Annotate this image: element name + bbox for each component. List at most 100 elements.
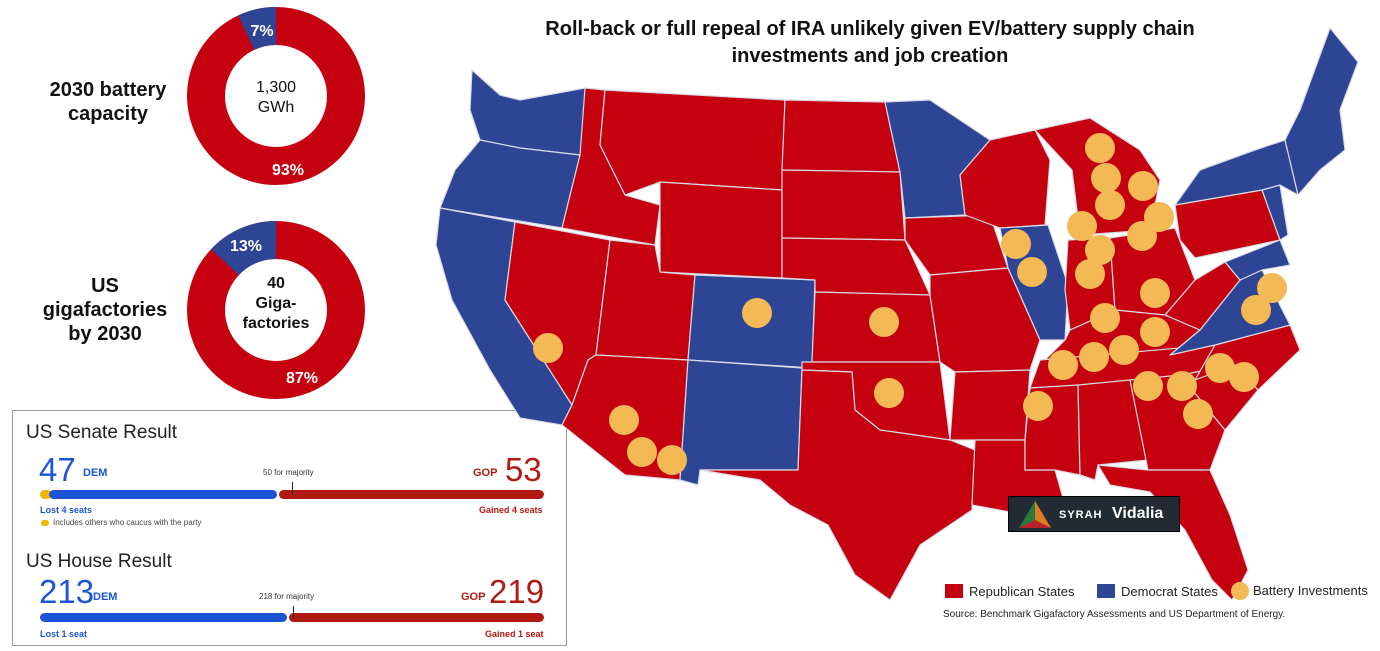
battery-investment-dot (1140, 317, 1170, 347)
donut-gigafactory-line-1: US (91, 275, 119, 297)
senate-gop-note: Gained 4 seats (479, 505, 543, 515)
house-majority-label: 218 for majority (259, 592, 315, 601)
state-maryland (1224, 239, 1291, 281)
donut-center-line-3: factories (243, 315, 310, 332)
battery-investment-dot (1127, 221, 1157, 251)
senate-dem-tag: DEM (83, 467, 108, 479)
battery-investment-dot (742, 298, 772, 328)
syrah-logo-icon (1019, 501, 1051, 528)
donut-gop-pct: 93% (272, 162, 304, 179)
senate-title: US Senate Result (26, 422, 178, 443)
battery-investment-dot (1085, 235, 1115, 265)
battery-investment-dot (1167, 371, 1197, 401)
house-gop-bar (288, 613, 544, 622)
house-dem-tag: DEM (93, 591, 118, 603)
legend-republican-swatch (945, 584, 963, 598)
caucus-legend-dot (41, 520, 49, 526)
battery-investment-dot (1257, 273, 1287, 303)
senate-majority-label: 50 for majority (263, 468, 314, 477)
legend-battery-label: Battery Investments (1253, 583, 1368, 598)
house-dem-bar (40, 613, 287, 622)
battery-investment-dot (1140, 278, 1170, 308)
house-title: US House Result (26, 551, 172, 572)
senate-gop-count: 53 (505, 451, 542, 488)
senate-gop-bar (278, 490, 544, 499)
state-wyoming (659, 181, 783, 279)
battery-investment-dot (869, 307, 899, 337)
battery-investment-dot (1205, 353, 1235, 383)
legend-democrat-swatch (1097, 584, 1115, 598)
donut-dem-pct: 7% (250, 23, 273, 40)
battery-investment-dot (627, 437, 657, 467)
battery-investment-dot (1091, 163, 1121, 193)
battery-capacity-donut: 1,300 GWh 7% 93% (187, 7, 365, 185)
donut-gop-pct: 87% (286, 370, 318, 387)
battery-investment-dot (1183, 399, 1213, 429)
state-new-england (1284, 27, 1359, 196)
battery-investment-dot (1023, 391, 1053, 421)
donut-gigafactory-line-2: gigafactories (42, 299, 168, 321)
election-results-panel: US Senate Result 47 DEM 50 for majority … (12, 410, 567, 646)
house-dem-note: Lost 1 seat (40, 629, 88, 639)
donut-dem-slice (187, 221, 365, 399)
battery-investment-dot (1085, 133, 1115, 163)
house-dem-count: 213 (39, 573, 95, 610)
battery-investment-dot (1109, 335, 1139, 365)
battery-investment-dot (874, 378, 904, 408)
donut-center-line-1: 1,300 (256, 79, 296, 96)
donut-center-line-2: GWh (258, 99, 294, 116)
senate-dem-bar (49, 490, 277, 499)
senate-others-bar (40, 490, 52, 499)
house-gop-tag: GOP (461, 591, 486, 603)
legend-battery-swatch (1231, 582, 1249, 600)
state-wisconsin (959, 129, 1051, 229)
state-texas (699, 369, 976, 601)
donut-dem-slice (187, 7, 365, 185)
legend-democrat-label: Democrat States (1121, 584, 1218, 599)
battery-investment-dot (1017, 257, 1047, 287)
battery-investment-dot (1075, 259, 1105, 289)
battery-investment-dot (1090, 303, 1120, 333)
legend-republican-label: Republican States (969, 584, 1075, 599)
battery-investment-dot (1095, 190, 1125, 220)
house-gop-note: Gained 1 seat (485, 629, 544, 639)
state-arkansas (949, 369, 1031, 441)
state-montana (599, 89, 786, 196)
state-south-dakota (781, 169, 906, 241)
donut-battery-label: 2030 battery capacity (28, 78, 188, 126)
battery-investment-dot (1133, 371, 1163, 401)
donut-battery-label-text: 2030 battery capacity (49, 79, 167, 125)
battery-investment-dot (657, 445, 687, 475)
battery-investment-dots (533, 133, 1287, 475)
battery-investment-dot (1048, 350, 1078, 380)
donut-gop-slice (187, 7, 365, 185)
map-title: Roll-back or full repeal of IRA unlikely… (545, 18, 1195, 67)
house-gop-count: 219 (489, 573, 545, 610)
senate-dem-count: 47 (39, 451, 76, 488)
senate-gop-tag: GOP (473, 467, 498, 479)
gigafactory-donut: 40 Giga- factories 13% 87% (187, 221, 365, 399)
senate-majority-tick (292, 482, 293, 495)
source-note: Source: Benchmark Gigafactory Assessment… (943, 609, 1286, 620)
donut-dem-pct: 13% (230, 238, 262, 255)
senate-dem-note: Lost 4 seats (40, 505, 93, 515)
caucus-note: Includes others who caucus with the part… (53, 518, 202, 527)
battery-investment-dot (533, 333, 563, 363)
house-majority-tick (292, 606, 294, 619)
donut-gigafactory-line-3: by 2030 (68, 323, 142, 345)
state-north-dakota (781, 99, 901, 173)
battery-investment-dot (1079, 342, 1109, 372)
battery-investment-dot (1067, 211, 1097, 241)
donut-gigafactory-label: US gigafactories by 2030 (20, 274, 190, 346)
battery-investment-dot (1001, 229, 1031, 259)
donut-center-line-1: 40 (267, 275, 285, 292)
syrah-vidalia-badge: SYRAH Vidalia (1008, 496, 1180, 532)
state-new-mexico (679, 359, 803, 486)
battery-investment-dot (1229, 362, 1259, 392)
battery-investment-dot (609, 405, 639, 435)
donut-center-line-2: Giga- (256, 295, 297, 312)
battery-investment-dot (1128, 171, 1158, 201)
state-florida (1097, 464, 1249, 601)
vidalia-label: Vidalia (1112, 505, 1164, 522)
